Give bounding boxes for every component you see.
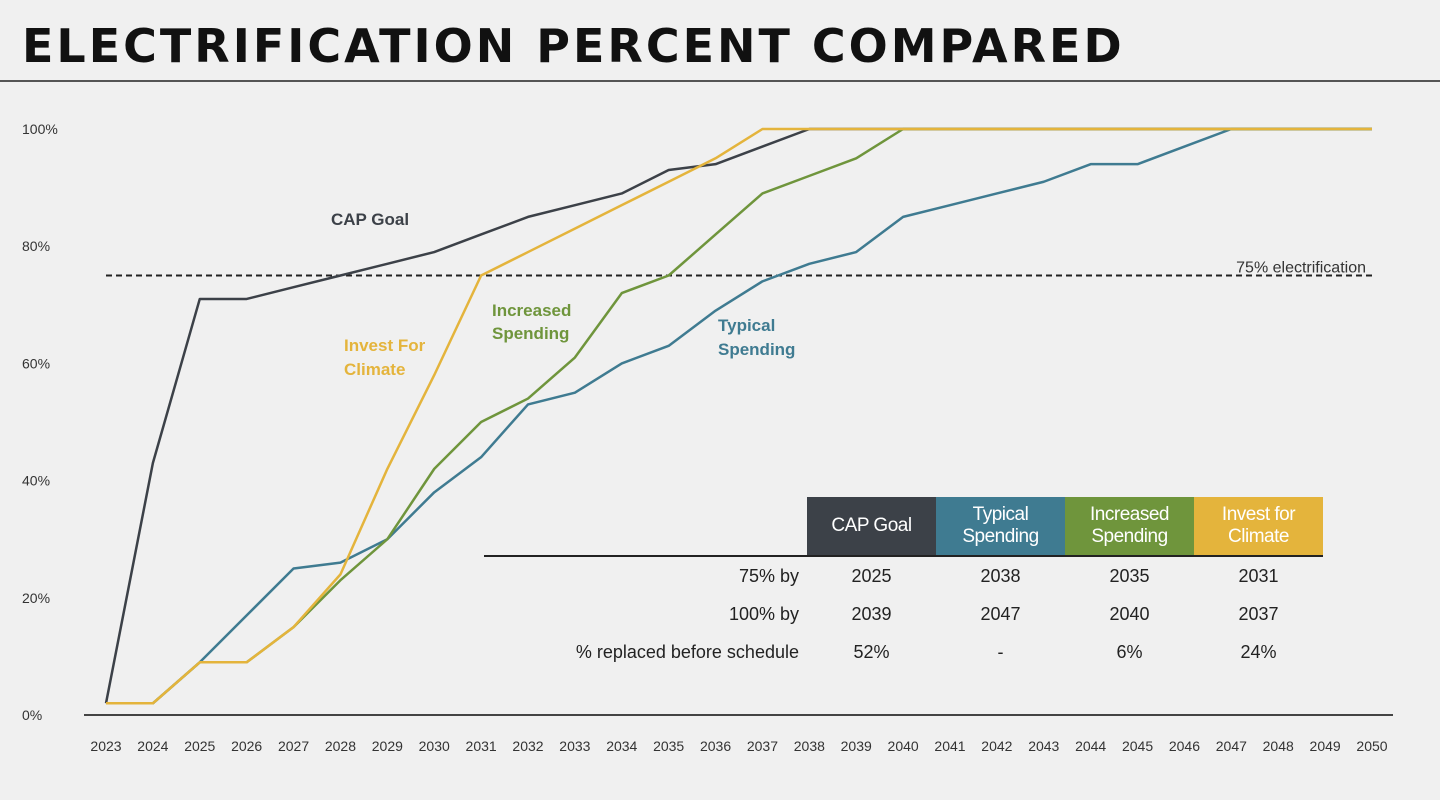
x-tick-label: 2050 <box>1356 738 1387 754</box>
x-tick-label: 2032 <box>512 738 543 754</box>
table-row: % replaced before schedule 52% - 6% 24% <box>484 633 1323 671</box>
series-line-typical-spending <box>106 127 1372 705</box>
x-tick-label: 2036 <box>700 738 731 754</box>
x-tick-label: 2031 <box>466 738 497 754</box>
table-cell: 24% <box>1240 641 1277 662</box>
increased-label-line2: Spending <box>492 324 569 343</box>
x-tick-label: 2025 <box>184 738 215 754</box>
table-cell: 2037 <box>1238 603 1279 624</box>
x-tick-label: 2035 <box>653 738 684 754</box>
invest-label-line2: Climate <box>344 360 405 379</box>
header-increased-spending: Increased Spending <box>1065 497 1194 556</box>
x-tick-label: 2039 <box>841 738 872 754</box>
y-tick-label: 20% <box>22 590 50 606</box>
cap-goal-label: CAP Goal <box>331 210 409 229</box>
table-row: 100% by 2039 2047 2040 2037 <box>484 595 1323 633</box>
header-invest-for-climate: Invest for Climate <box>1194 497 1323 556</box>
table-cell: 2040 <box>1109 603 1150 624</box>
table-cell: - <box>997 641 1004 662</box>
row-label: 100% by <box>728 603 799 624</box>
x-tick-label: 2033 <box>559 738 590 754</box>
x-tick-label: 2048 <box>1263 738 1294 754</box>
x-tick-label: 2034 <box>606 738 637 754</box>
table-cell: 2035 <box>1109 565 1150 586</box>
table-corner <box>484 497 807 556</box>
series-line-invest-for-climate <box>106 127 1372 705</box>
typical-label-line1: Typical <box>718 316 775 335</box>
x-tick-label: 2047 <box>1216 738 1247 754</box>
x-tick-label: 2049 <box>1310 738 1341 754</box>
x-tick-label: 2040 <box>888 738 919 754</box>
row-label: 75% by <box>738 565 799 586</box>
invest-label-line1: Invest For <box>344 336 426 355</box>
x-tick-label: 2042 <box>981 738 1012 754</box>
table-cell: 6% <box>1116 641 1143 662</box>
x-tick-label: 2045 <box>1122 738 1153 754</box>
x-tick-label: 2028 <box>325 738 356 754</box>
y-tick-label: 0% <box>22 707 42 723</box>
row-label: % replaced before schedule <box>575 641 799 662</box>
table-cell: 2038 <box>980 565 1021 586</box>
table-cell: 2031 <box>1238 565 1279 586</box>
x-tick-label: 2038 <box>794 738 825 754</box>
table-row: 75% by 2025 2038 2035 2031 <box>484 556 1323 595</box>
increased-label-line1: Increased <box>492 301 571 320</box>
title-divider <box>0 80 1440 82</box>
y-tick-label: 60% <box>22 355 50 371</box>
x-tick-label: 2037 <box>747 738 778 754</box>
x-tick-label: 2027 <box>278 738 309 754</box>
chart-title: ELECTRIFICATION PERCENT COMPARED <box>22 19 1125 73</box>
x-tick-label: 2030 <box>419 738 450 754</box>
header-typical-spending: Typical Spending <box>936 497 1065 556</box>
table-cell: 2025 <box>851 565 892 586</box>
x-tick-label: 2041 <box>934 738 965 754</box>
table-cell: 2039 <box>851 603 892 624</box>
y-tick-label: 40% <box>22 473 50 489</box>
y-tick-label: 80% <box>22 238 50 254</box>
x-tick-label: 2046 <box>1169 738 1200 754</box>
table-cell: 52% <box>853 641 890 662</box>
threshold-label: 75% electrification <box>1236 260 1366 277</box>
x-tick-label: 2023 <box>90 738 121 754</box>
table-header-row: CAP Goal Typical Spending Increased Spendi… <box>484 497 1323 556</box>
table-cell: 2047 <box>980 603 1021 624</box>
y-tick-label: 100% <box>22 121 58 137</box>
typical-label-line2: Spending <box>718 340 795 359</box>
header-cap-goal: CAP Goal <box>807 497 936 556</box>
x-tick-label: 2024 <box>137 738 168 754</box>
summary-table: CAP Goal Typical Spending Increased Spendi… <box>484 497 1323 671</box>
x-tick-label: 2026 <box>231 738 262 754</box>
x-tick-label: 2044 <box>1075 738 1106 754</box>
x-tick-label: 2043 <box>1028 738 1059 754</box>
x-tick-label: 2029 <box>372 738 403 754</box>
